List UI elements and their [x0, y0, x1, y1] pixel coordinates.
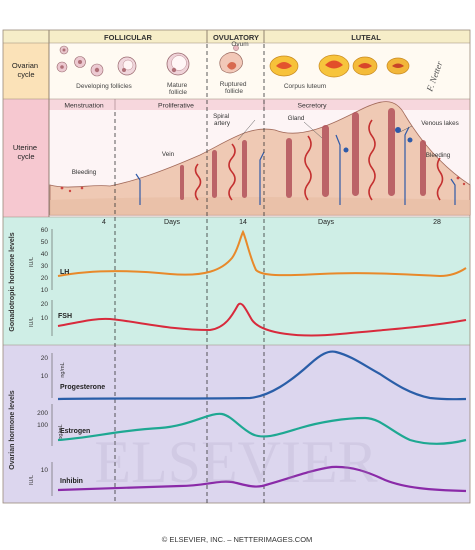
ovarian-hormone-group-label: Ovarian hormone levels — [9, 390, 16, 469]
phase-luteal: LUTEAL — [351, 33, 381, 42]
svg-text:IU/L: IU/L — [29, 317, 35, 327]
mature-follicle-label: Mature follicle — [167, 82, 189, 96]
uterine-cycle-label: Uterine cycle — [13, 143, 39, 161]
lh-label: LH — [60, 269, 69, 276]
svg-text:IU/L: IU/L — [29, 257, 35, 267]
days-label-a: Days — [164, 219, 180, 226]
inhibin-curve — [57, 465, 467, 493]
menstruation-label: Menstruation — [64, 103, 104, 110]
copyright-footer: © ELSEVIER, INC. – NETTERIMAGES.COM — [162, 535, 313, 544]
ruptured-follicle-label: Ruptured follicle — [220, 81, 249, 95]
svg-text:100: 100 — [37, 422, 48, 429]
gland-label: Gland — [288, 115, 305, 122]
venous-lakes-label: Venous lakes — [421, 120, 458, 127]
corpus-luteum-label: Corpus luteum — [284, 83, 326, 90]
inhibin-label: Inhibin — [60, 478, 83, 485]
svg-text:20: 20 — [41, 355, 49, 362]
cycle-dashed-lines — [114, 44, 265, 503]
lh-y-axis: 60 50 40 30 20 10 IU/L — [29, 227, 53, 294]
phase-ovulatory: OVULATORY — [213, 33, 259, 42]
gonadotropic-band — [3, 217, 470, 345]
gonadotropic-group-label: Gonadotropic hormone levels — [9, 232, 16, 331]
svg-text:200: 200 — [37, 410, 48, 417]
svg-text:20: 20 — [41, 301, 49, 308]
estrogen-y-axis: 200 100 pg/mL — [37, 404, 64, 446]
svg-text:Ovarian hormone levels: Ovarian hormone levels — [9, 390, 16, 469]
estrogen-label: Estrogen — [60, 428, 90, 435]
svg-text:10: 10 — [41, 467, 49, 474]
secretory-label: Secretory — [297, 103, 327, 110]
developing-follicles-label: Developing follicles — [76, 83, 132, 90]
svg-text:10: 10 — [41, 287, 49, 294]
svg-text:20: 20 — [41, 275, 49, 282]
progesterone-y-axis: 20 10 ng/mL — [41, 353, 66, 398]
day-tick-28: 28 — [433, 219, 441, 226]
day-tick-14: 14 — [239, 219, 247, 226]
bleeding-right-label: Bleeding — [426, 152, 451, 159]
svg-text:30: 30 — [41, 263, 49, 270]
developing-follicles-illustration — [56, 45, 137, 77]
spiral-artery-label: Spiral artery — [213, 113, 231, 127]
progesterone-label: Progesterone — [60, 384, 105, 391]
svg-text:40: 40 — [41, 251, 49, 258]
svg-text:ng/mL: ng/mL — [60, 362, 66, 377]
corpus-luteum-illustration — [269, 54, 410, 78]
estrogen-curve — [57, 412, 467, 445]
bleeding-left-label: Bleeding — [72, 169, 97, 176]
vein-label: Vein — [162, 151, 175, 158]
days-label-b: Days — [318, 219, 334, 226]
endometrium-illustration — [49, 101, 471, 216]
svg-text:10: 10 — [41, 315, 49, 322]
proliferative-label: Proliferative — [158, 103, 194, 110]
ovarian-label-band — [3, 43, 49, 99]
uterine-label-band — [3, 99, 49, 217]
progesterone-curve — [57, 350, 467, 401]
svg-text:60: 60 — [41, 227, 49, 234]
svg-text:pg/mL: pg/mL — [58, 424, 64, 439]
header-band — [3, 30, 470, 43]
svg-text:50: 50 — [41, 239, 49, 246]
fsh-y-axis: 20 10 IU/L — [29, 300, 53, 336]
ovarian-cycle-label: Ovarian cycle — [12, 61, 40, 79]
phase-follicular: FOLLICULAR — [104, 33, 152, 42]
svg-text:Gonadotropic hormone levels: Gonadotropic hormone levels — [9, 232, 16, 331]
svg-text:IU/L: IU/L — [29, 475, 35, 485]
day-tick-4: 4 — [102, 219, 106, 226]
fsh-curve — [57, 302, 467, 337]
inhibin-y-axis: 10 IU/L — [29, 462, 53, 496]
elsevier-watermark: ELSEVIER — [94, 429, 377, 495]
fsh-label: FSH — [58, 313, 72, 320]
svg-text:10: 10 — [41, 373, 49, 380]
ruptured-follicle-illustration — [219, 45, 243, 74]
ovum-label: Ovum — [231, 41, 248, 48]
mature-follicle-illustration — [166, 52, 190, 76]
uterine-header-band — [49, 99, 470, 110]
lh-curve — [57, 229, 467, 278]
